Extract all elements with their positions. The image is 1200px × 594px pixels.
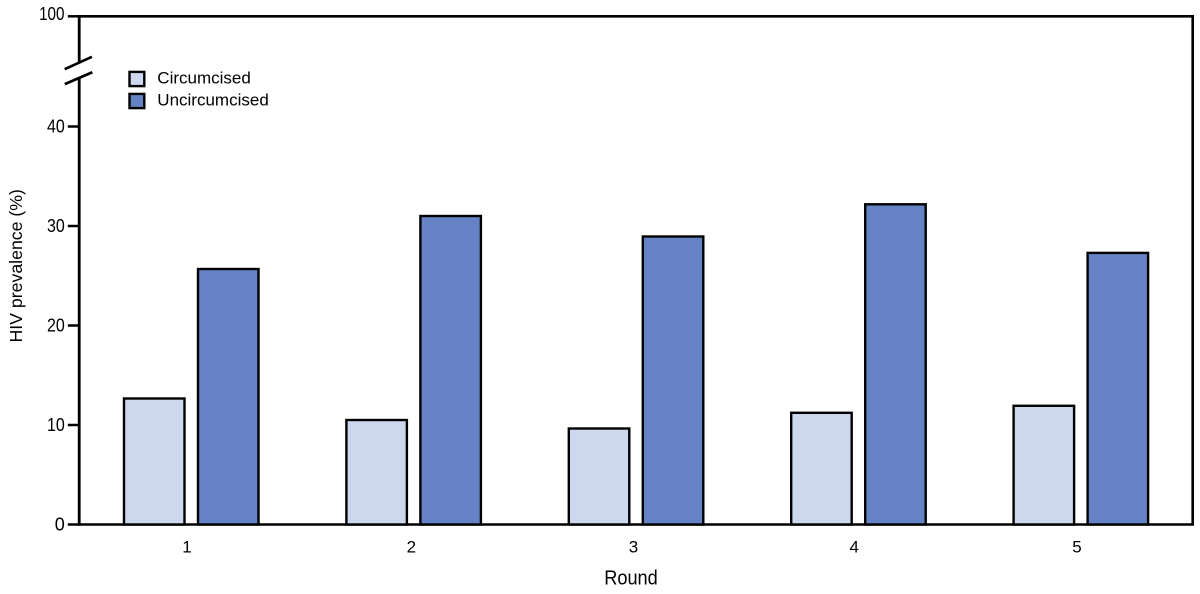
svg-text:HIV prevalence (%): HIV prevalence (%) <box>6 189 26 343</box>
svg-text:1: 1 <box>182 538 191 557</box>
svg-text:0: 0 <box>55 515 65 535</box>
svg-text:5: 5 <box>1072 538 1081 557</box>
svg-text:Uncircumcised: Uncircumcised <box>157 90 268 109</box>
svg-text:Round: Round <box>604 567 658 589</box>
svg-text:2: 2 <box>407 538 416 557</box>
svg-text:100: 100 <box>39 4 64 24</box>
svg-text:4: 4 <box>849 538 858 557</box>
svg-text:Circumcised: Circumcised <box>157 68 251 87</box>
svg-text:10: 10 <box>47 415 65 435</box>
svg-text:30: 30 <box>47 216 65 236</box>
svg-text:3: 3 <box>629 538 638 557</box>
svg-text:20: 20 <box>47 316 65 336</box>
svg-text:40: 40 <box>47 117 65 137</box>
